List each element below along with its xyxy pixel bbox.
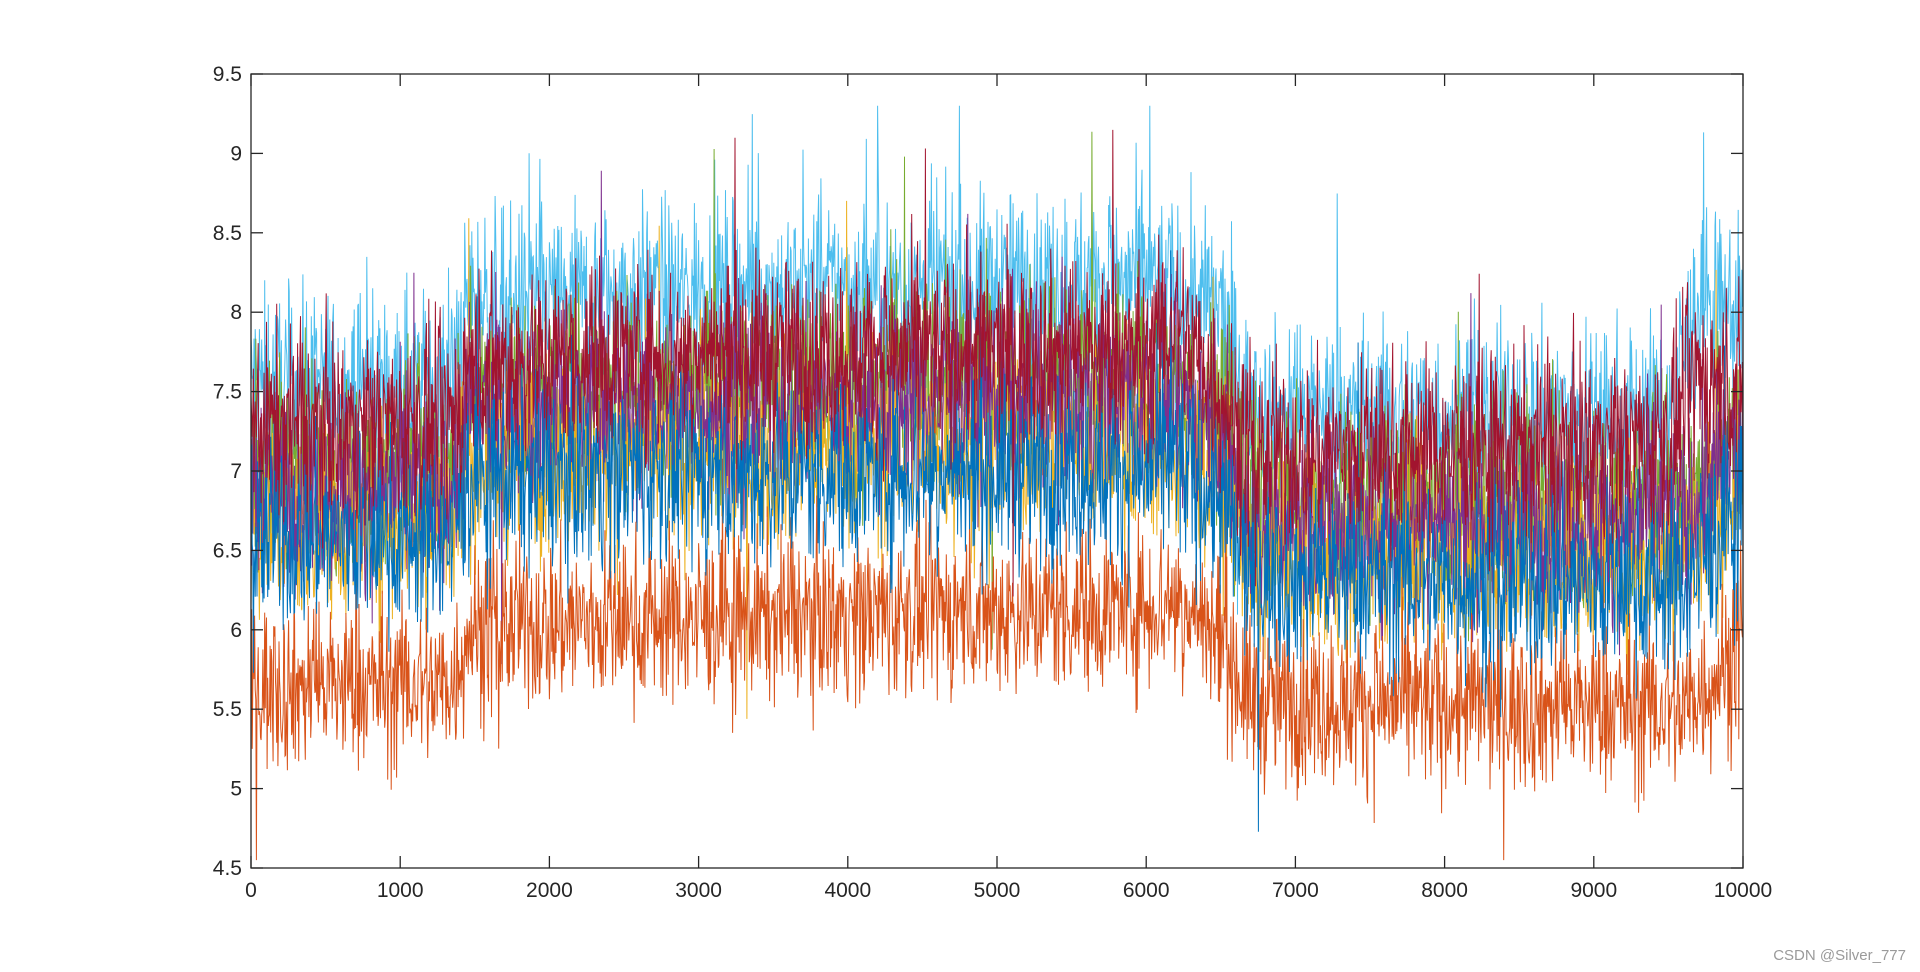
- x-tick-label: 1000: [377, 879, 424, 902]
- series-orange: [250, 450, 1744, 861]
- x-tick-label: 4000: [824, 879, 871, 902]
- y-tick-label: 5: [230, 778, 242, 801]
- series-layer: [250, 105, 1744, 861]
- x-tick-label: 2000: [526, 879, 573, 902]
- y-tick-label: 6.5: [213, 539, 242, 562]
- x-tick-label: 8000: [1421, 879, 1468, 902]
- series-darkred: [250, 129, 1744, 597]
- series-blue: [250, 245, 1744, 832]
- x-tick-label: 6000: [1123, 879, 1170, 902]
- x-tick-label: 7000: [1272, 879, 1319, 902]
- watermark: CSDN @Silver_777: [1773, 947, 1906, 964]
- y-tick-label: 7.5: [213, 381, 242, 404]
- y-tick-label: 8: [230, 301, 242, 324]
- x-tick-label: 10000: [1714, 879, 1772, 902]
- y-tick-label: 7: [230, 460, 242, 483]
- y-tick-label: 4.5: [213, 857, 242, 880]
- y-tick-label: 9.5: [213, 63, 242, 86]
- x-tick-label: 0: [245, 879, 257, 902]
- y-tick-label: 5.5: [213, 698, 242, 721]
- x-tick-label: 9000: [1570, 879, 1617, 902]
- y-tick-label: 6: [230, 619, 242, 642]
- y-tick-label: 9: [230, 142, 242, 165]
- axis-ticks: 0 1000 2000 3000 4000 5000 6000 7000 8000 9000 100…: [213, 63, 1772, 902]
- x-tick-label: 5000: [974, 879, 1021, 902]
- y-tick-label: 8.5: [213, 222, 242, 245]
- x-tick-label: 3000: [675, 879, 722, 902]
